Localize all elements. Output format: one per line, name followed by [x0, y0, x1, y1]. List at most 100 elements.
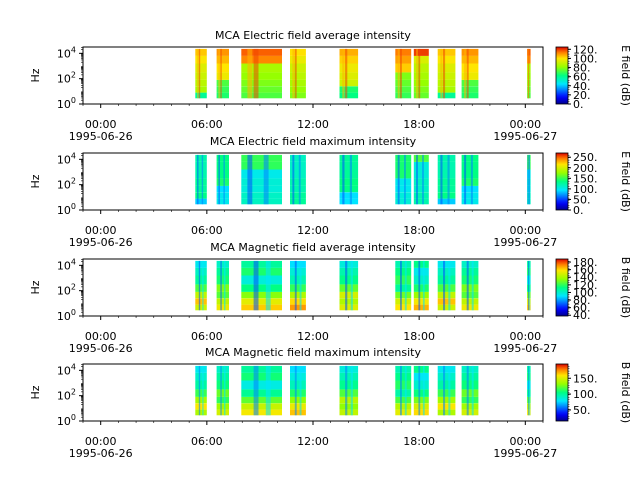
- x-date-label: 1995-06-27: [493, 342, 557, 355]
- spectral-band: [195, 372, 207, 381]
- colorbar-tick-label: 50.: [573, 193, 591, 206]
- spectral-band: [339, 178, 359, 186]
- spectral-stripe: [247, 48, 253, 99]
- spectral-band: [461, 79, 479, 87]
- spectral-band: [395, 72, 412, 80]
- spectral-band: [437, 154, 456, 162]
- y-axis-label: Hz: [29, 174, 42, 188]
- colorbar-tick-label: 120.: [573, 279, 598, 292]
- spectral-band: [437, 161, 456, 170]
- panel-2: MCA Electric field maximum intensity Hz 10…: [29, 135, 632, 249]
- x-tick-label: 12:00: [297, 330, 329, 343]
- y-tick-exponent: 4: [71, 151, 76, 160]
- spectral-band: [339, 396, 359, 404]
- colorbar-tick-label: 160.: [573, 264, 598, 277]
- spectral-band: [339, 198, 359, 205]
- spectral-band: [395, 169, 412, 179]
- x-tick-label: 18:00: [403, 330, 435, 343]
- spectral-stripe: [470, 154, 473, 205]
- spectral-band: [216, 79, 229, 87]
- data-window: [241, 365, 282, 416]
- spectral-band: [413, 380, 429, 390]
- spectral-band: [413, 63, 429, 73]
- colorbar-tick-label: 0.: [573, 204, 584, 217]
- spectral-band: [339, 267, 359, 276]
- x-tick-label: 00:00: [509, 224, 541, 237]
- spectral-band: [290, 169, 306, 179]
- x-tick-label: 18:00: [403, 118, 435, 131]
- data-window: [527, 48, 531, 99]
- spectral-band: [413, 372, 429, 381]
- data-window: [395, 48, 412, 99]
- y-tick-exponent: 4: [71, 45, 76, 54]
- spectral-band: [195, 48, 207, 56]
- data-window: [413, 48, 429, 99]
- spectral-stripe: [198, 260, 201, 311]
- spectral-band: [290, 48, 306, 56]
- spectral-band: [437, 79, 456, 87]
- spectral-band: [216, 72, 229, 80]
- spectral-band: [413, 92, 429, 99]
- y-tick-base: 10: [57, 259, 71, 272]
- spectral-band: [437, 291, 456, 299]
- y-tick-label: 104: [57, 151, 76, 166]
- spectral-band: [413, 291, 429, 299]
- spectral-band: [216, 161, 229, 170]
- spectral-band: [527, 154, 531, 162]
- spectral-band: [241, 409, 282, 416]
- spectral-band: [195, 72, 207, 80]
- spectral-band: [339, 63, 359, 73]
- y-tick-base: 10: [57, 285, 71, 298]
- spectral-band: [339, 365, 359, 373]
- y-tick-exponent: 2: [71, 283, 76, 292]
- spectral-band: [195, 298, 207, 305]
- spectral-band: [241, 304, 282, 311]
- spectral-stripe: [422, 365, 425, 416]
- spectral-stripe: [466, 48, 469, 99]
- y-axis-label: Hz: [29, 385, 42, 399]
- spectral-stripe: [443, 48, 446, 99]
- spectral-band: [395, 267, 412, 276]
- spectral-band: [413, 72, 429, 80]
- spectral-band: [290, 304, 306, 311]
- spectral-band: [195, 389, 207, 397]
- spectral-band: [339, 389, 359, 397]
- spectral-band: [290, 298, 306, 305]
- spectral-band: [241, 365, 282, 373]
- spectral-stripe: [253, 365, 259, 416]
- data-window: [437, 365, 456, 416]
- spectral-band: [290, 79, 306, 87]
- colorbar: [555, 363, 569, 422]
- spectral-band: [437, 198, 456, 205]
- spectral-band: [461, 365, 479, 373]
- colorbar-label: B field (dB): [619, 362, 632, 423]
- spectral-band: [241, 389, 282, 397]
- spectral-stripe: [299, 260, 302, 311]
- colorbar-tick-label: 0.: [573, 98, 584, 111]
- spectral-stripe: [528, 260, 530, 311]
- spectral-band: [241, 63, 282, 73]
- spectral-band: [290, 396, 306, 404]
- spectral-band: [437, 389, 456, 397]
- x-date-label: 1995-06-26: [69, 447, 133, 460]
- spectral-band: [216, 198, 229, 205]
- spectral-band: [437, 275, 456, 285]
- data-window: [461, 48, 479, 99]
- colorbar-tick-label: 60.: [573, 302, 591, 315]
- spectral-band: [195, 260, 207, 268]
- spectral-band: [413, 185, 429, 193]
- spectral-band: [241, 86, 282, 93]
- spectral-band: [195, 161, 207, 170]
- data-window: [437, 154, 456, 205]
- panel-3: MCA Magnetic field average intensity Hz 10…: [29, 241, 632, 355]
- data-window: [437, 260, 456, 311]
- data-window: [339, 48, 359, 99]
- data-window: [290, 154, 306, 205]
- data-window: [241, 48, 282, 99]
- data-window: [395, 154, 412, 205]
- y-tick-base: 10: [57, 153, 71, 166]
- spectral-band: [241, 284, 282, 292]
- colorbar-tick-label: 200.: [573, 162, 598, 175]
- spectral-band: [195, 365, 207, 373]
- data-window: [195, 365, 207, 416]
